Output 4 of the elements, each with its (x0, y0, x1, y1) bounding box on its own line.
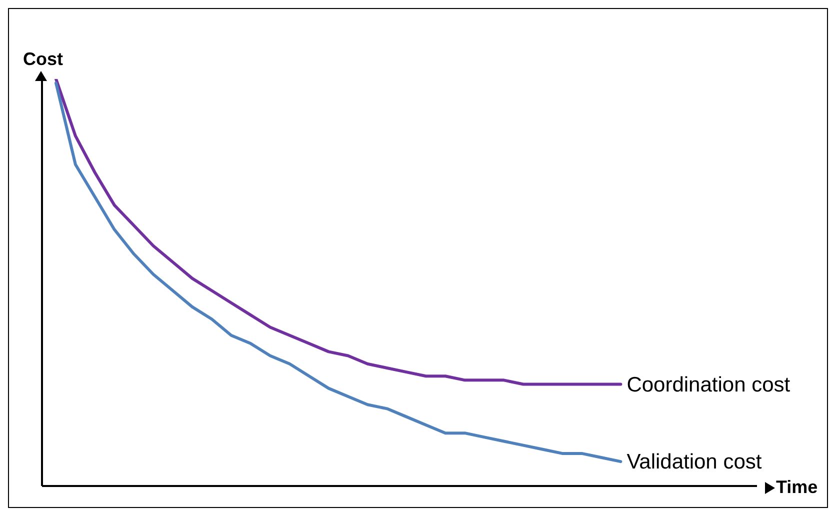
series-label: Coordination cost (626, 373, 790, 396)
x-axis-title: Time (776, 477, 818, 498)
series-label: Validation cost (626, 450, 762, 474)
y-axis-title: Cost (23, 49, 63, 70)
